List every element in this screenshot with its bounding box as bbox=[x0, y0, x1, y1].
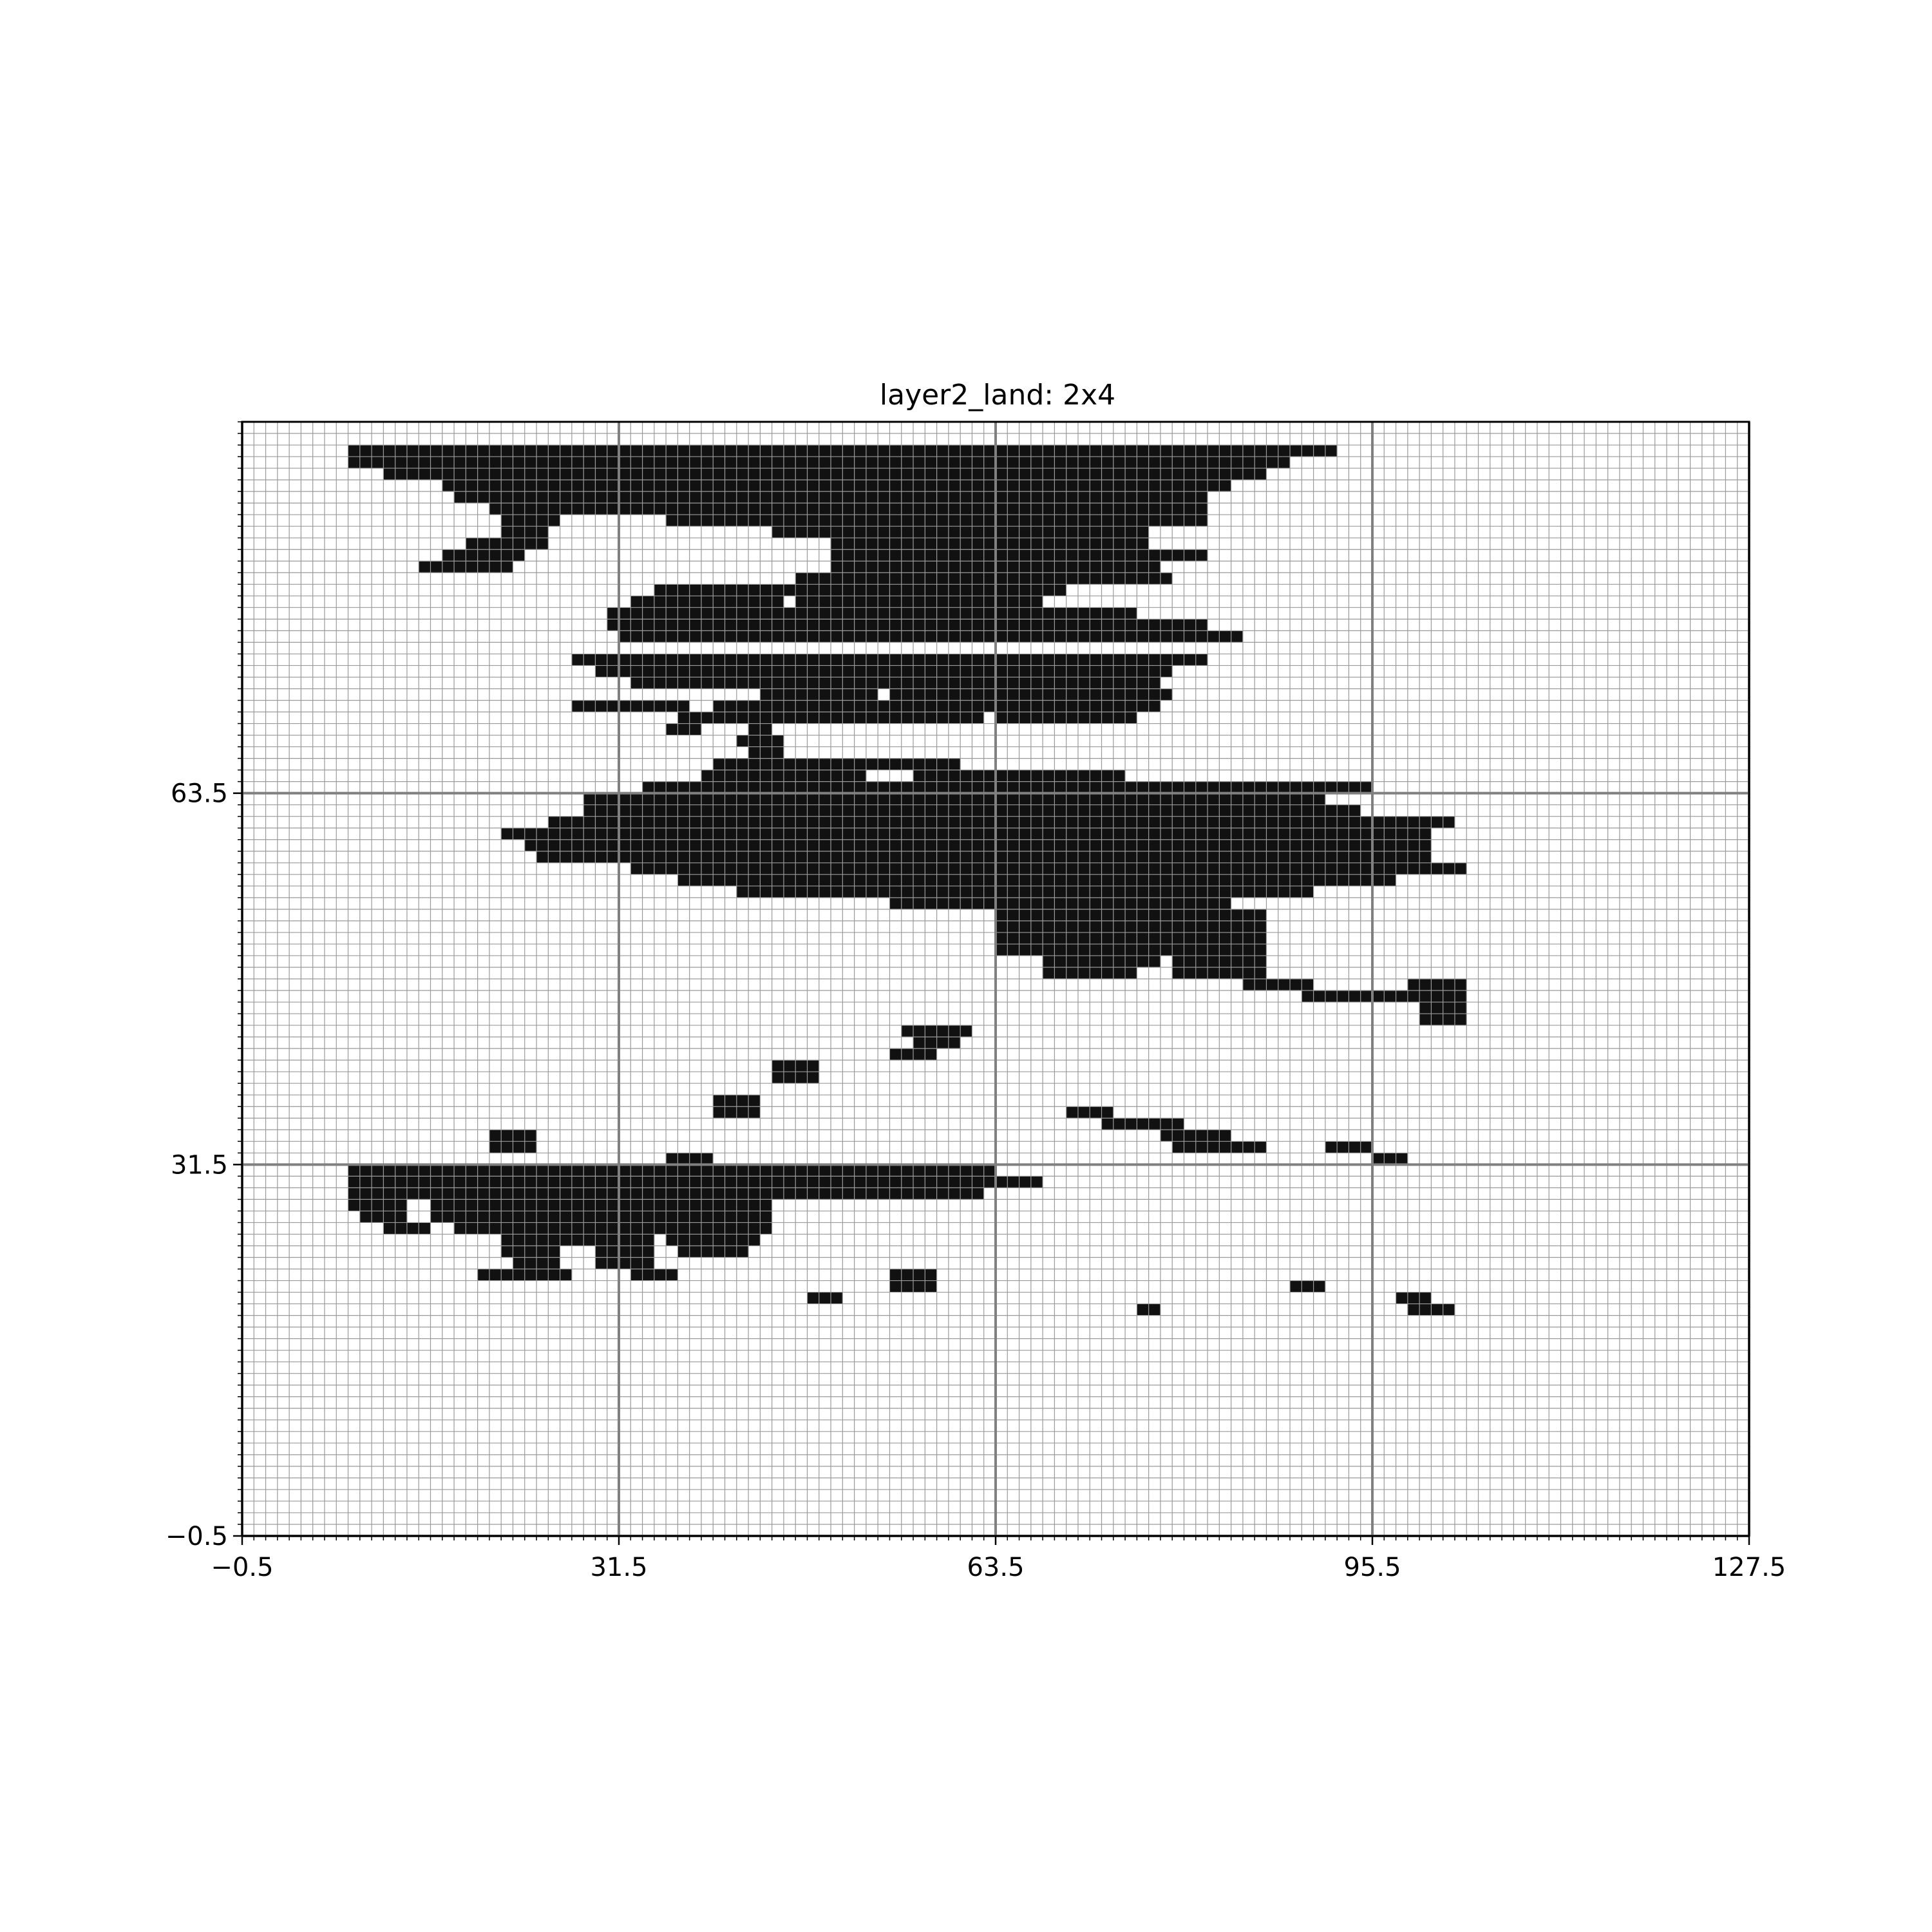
major-grid bbox=[241, 422, 1750, 1537]
land-cell bbox=[595, 1257, 654, 1269]
land-cell bbox=[630, 677, 1160, 689]
land-cell bbox=[501, 515, 560, 527]
land-cell bbox=[736, 886, 1314, 898]
x-tick-label: 31.5 bbox=[590, 1553, 647, 1582]
land-cell bbox=[430, 1199, 772, 1211]
land-cell bbox=[713, 758, 961, 770]
land-cell bbox=[795, 584, 1066, 596]
land-cell bbox=[348, 1176, 1043, 1188]
land-cell bbox=[748, 746, 784, 759]
land-cell bbox=[595, 665, 1173, 677]
land-cell bbox=[383, 468, 1267, 480]
land-cell bbox=[607, 619, 1208, 631]
land-cell bbox=[442, 480, 1231, 492]
x-tick-label: 63.5 bbox=[967, 1553, 1024, 1582]
x-axis: −0.5 31.5 63.5 95.5 127.5 bbox=[211, 1536, 1786, 1582]
land-cell bbox=[583, 793, 1325, 805]
chart-title: layer2_land: 2x4 bbox=[880, 379, 1115, 412]
x-tick-label: −0.5 bbox=[211, 1553, 273, 1582]
land-cell bbox=[466, 538, 549, 550]
land-cell bbox=[831, 538, 1149, 550]
x-tick-label: 127.5 bbox=[1712, 1553, 1786, 1582]
y-axis: −0.5 31.5 63.5 bbox=[166, 421, 242, 1551]
land-cell bbox=[348, 1164, 996, 1177]
land-cell bbox=[1290, 1280, 1325, 1293]
y-tick-label: −0.5 bbox=[166, 1522, 228, 1551]
land-cell bbox=[607, 607, 1137, 620]
land-cell bbox=[442, 549, 525, 562]
land-cell bbox=[666, 723, 701, 735]
land-cell bbox=[807, 1292, 843, 1304]
land-cell bbox=[630, 596, 784, 608]
land-cell bbox=[548, 816, 1455, 828]
minor-grid bbox=[242, 421, 1750, 1537]
land-cell bbox=[1396, 1292, 1432, 1304]
land-cell bbox=[619, 630, 1243, 643]
land-cell bbox=[571, 1234, 654, 1246]
land-cell bbox=[524, 839, 1432, 851]
land-cell bbox=[430, 1211, 772, 1223]
land-cell bbox=[501, 828, 1432, 840]
land-cell bbox=[1101, 1118, 1184, 1130]
plot-area bbox=[241, 421, 1750, 1537]
land-cell bbox=[889, 897, 1231, 909]
land-cell bbox=[348, 1199, 407, 1211]
land-cell bbox=[1372, 1153, 1408, 1165]
land-cell bbox=[996, 920, 1267, 933]
land-cell bbox=[454, 1222, 489, 1235]
land-cell bbox=[630, 862, 1467, 875]
y-tick-label: 31.5 bbox=[171, 1150, 228, 1180]
land-cell bbox=[1407, 979, 1467, 991]
land-cell bbox=[996, 909, 1267, 921]
x-tick-label: 95.5 bbox=[1343, 1553, 1401, 1582]
land-cell bbox=[489, 503, 1208, 515]
land-cell bbox=[501, 1245, 560, 1258]
land-cell bbox=[795, 596, 1043, 608]
y-tick-label: 63.5 bbox=[171, 779, 228, 809]
land-cell bbox=[713, 700, 1008, 712]
land-cell bbox=[677, 874, 1396, 886]
land-cell bbox=[595, 1245, 654, 1258]
land-cell bbox=[983, 700, 1160, 712]
